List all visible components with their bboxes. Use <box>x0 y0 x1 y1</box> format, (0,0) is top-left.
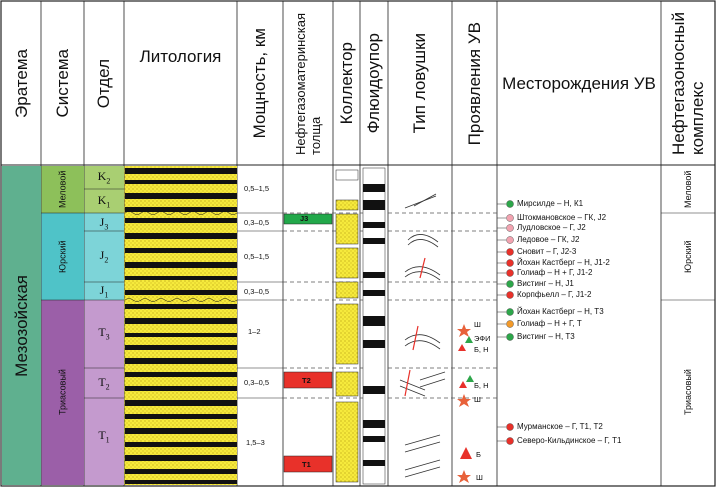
lithology-unconformities <box>124 211 238 302</box>
field-2: Штокмановское – ГК, J2 <box>517 213 607 222</box>
source-rock-t2 <box>283 371 333 389</box>
source-rock-label-t2: T2 <box>302 376 311 385</box>
header-eratema: Эратема <box>11 49 31 118</box>
header-tip-lovushki: Тип ловушки <box>410 33 429 134</box>
thickness-separators <box>237 212 283 399</box>
show-label-3: Б, Н <box>474 345 489 354</box>
source-rock-t1 <box>283 455 333 473</box>
field-7: Голиаф – Н + Г, J1-2 <box>517 268 593 277</box>
system-band-triassic <box>41 300 84 485</box>
lithology-shale-beds <box>125 168 237 484</box>
trap-faults <box>404 257 426 397</box>
header-sistema: Система <box>52 49 72 118</box>
source-rock-label-t1: T1 <box>302 460 311 469</box>
collector-strip <box>335 169 359 483</box>
field-9: Корпфьелл – Г, J1-2 <box>517 290 592 299</box>
thickness-t2: 0,3–0,5 <box>244 378 270 387</box>
system-triassic: Триасовый <box>57 369 68 416</box>
field-1: Мирсилде – Н, К1 <box>517 199 584 208</box>
otdel-k1: K1 <box>97 193 111 210</box>
field-leaders <box>497 203 506 442</box>
field-10: Йохан Кастберг – Н, Т3 <box>517 307 604 316</box>
thickness-t3: 1–2 <box>248 327 261 336</box>
otdel-j3: J3 <box>99 215 109 232</box>
system-jurassic: Юрский <box>57 240 68 273</box>
complex-separators <box>661 212 715 301</box>
show-symbols <box>457 324 474 483</box>
header-neftegazonosny: Нефтегазоносный комплекс <box>669 12 707 155</box>
show-label-1: Ш <box>474 320 481 329</box>
seal-strip <box>362 167 386 485</box>
complex-cretaceous: Меловой <box>683 170 693 209</box>
field-4: Ледовое – ГК, J2 <box>517 235 580 244</box>
thickness-t1: 1,5–3 <box>246 438 265 447</box>
header-litologiya: Литология <box>139 47 222 66</box>
field-6: Йохан Кастберг – Н, J1-2 <box>517 258 610 267</box>
otdel-j1: J1 <box>99 283 109 300</box>
trap-sketches <box>399 193 446 478</box>
header-moshchnost: Мощность, км <box>250 28 269 139</box>
header-otdel: Отдел <box>94 58 113 109</box>
field-11: Голиаф – Н + Г, Т <box>517 319 582 328</box>
field-13: Мурманское – Г, Т1, Т2 <box>517 422 603 431</box>
header-neftegazomaterinskaya: Нефтегазоматеринская толща <box>293 12 323 155</box>
source-rock-j3 <box>283 213 333 225</box>
field-8: Вистинг – Н, J1 <box>517 279 574 288</box>
complex-jurassic: Юрский <box>683 240 693 273</box>
field-12: Вистинг – Н, Т3 <box>517 332 575 341</box>
thickness-j2: 0,5–1,5 <box>244 252 270 261</box>
otdel-band-t <box>84 300 124 485</box>
otdel-separators <box>84 188 124 399</box>
show-label-7: Ш <box>476 473 483 482</box>
header-kollektor: Коллектор <box>336 42 356 125</box>
field-3: Лудловское – Г, J2 <box>517 223 586 232</box>
field-14: Северо-Кильдинское – Г, Т1 <box>517 436 622 445</box>
otdel-band-k <box>84 166 124 213</box>
header-proyavleniya: Проявления УВ <box>464 21 484 146</box>
otdel-t2: T2 <box>98 375 110 392</box>
system-band-cretaceous <box>41 166 84 213</box>
dashed-boundaries <box>283 212 497 399</box>
show-label-5: Ш <box>474 395 481 404</box>
thickness-j3: 0,3–0,5 <box>244 218 270 227</box>
eratema-label: Мезозойская <box>11 274 31 377</box>
thickness-j1: 0,3–0,5 <box>244 287 270 296</box>
system-band-jurassic <box>41 213 84 300</box>
otdel-t3: T3 <box>98 325 110 342</box>
show-label-6: Б <box>476 450 481 459</box>
show-label-4: Б, Н <box>474 381 489 390</box>
field-markers <box>506 200 514 445</box>
otdel-k2: K2 <box>97 169 111 186</box>
header-flyuidoupor: Флюидоупор <box>364 33 383 134</box>
complex-triassic: Триасовый <box>683 369 693 416</box>
otdel-band-j <box>84 213 124 300</box>
field-5: Сновит – Г, J2-3 <box>517 247 577 256</box>
eratema-band <box>2 166 41 485</box>
thickness-k: 0,5–1,5 <box>244 184 270 193</box>
source-rock-label-j3: J3 <box>300 214 309 223</box>
show-label-2: ЭФИ <box>474 334 491 343</box>
header-mestorozhdeniya: Месторождения УВ <box>502 73 656 93</box>
otdel-j2: J2 <box>99 248 109 265</box>
system-cretaceous: Меловой <box>57 170 68 209</box>
otdel-t1: T1 <box>98 428 110 445</box>
